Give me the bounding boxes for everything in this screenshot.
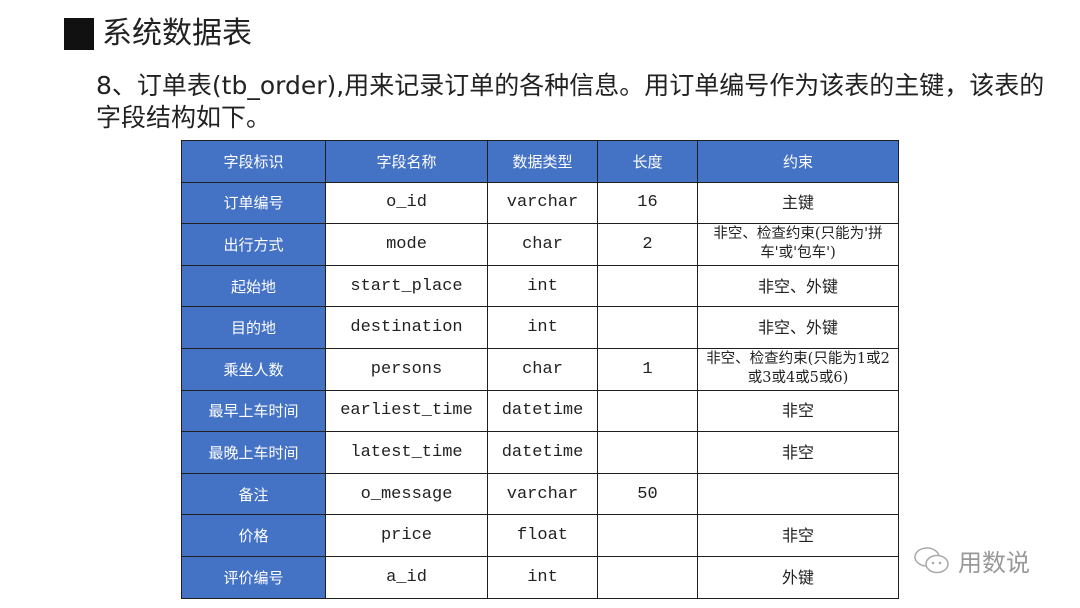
length-cell [597,389,698,433]
page-title: 系统数据表 [102,16,252,51]
table-row: 最晚上车时间 latest_time datetime 非空 [181,431,899,474]
field-id-cell: 目的地 [181,306,326,349]
column-header: 约束 [697,140,899,183]
table-row: 价格 price float 非空 [181,514,899,557]
field-id-cell: 最早上车时间 [181,389,326,433]
constraint-cell: 外键 [697,555,899,599]
column-header: 长度 [597,140,698,183]
field-id-cell: 订单编号 [181,181,326,225]
data-type-cell: datetime [487,431,598,474]
field-id-cell: 评价编号 [181,555,326,599]
constraint-cell: 非空 [697,389,899,433]
constraint-cell: 非空、外键 [697,264,899,308]
column-header: 字段标识 [181,140,326,183]
data-type-cell: int [487,264,598,308]
table-row: 最早上车时间 earliest_time datetime 非空 [181,389,899,433]
length-cell [597,431,698,474]
data-type-cell: varchar [487,472,598,516]
field-id-cell: 起始地 [181,264,326,308]
table-row: 备注 o_message varchar 50 [181,472,899,516]
table-row: 乘坐人数 persons char 1 非空、检查约束(只能为1或2或3或4或5或6) [181,347,899,391]
table-row: 起始地 start_place int 非空、外键 [181,264,899,308]
field-name-cell: earliest_time [325,389,488,433]
watermark: 用数说 [912,543,1030,578]
field-id-cell: 备注 [181,472,326,516]
field-id-cell: 出行方式 [181,223,326,266]
data-type-cell: char [487,347,598,391]
data-type-cell: datetime [487,389,598,433]
length-cell: 50 [597,472,698,516]
table-header-row: 字段标识 字段名称 数据类型 长度 约束 [181,140,899,183]
constraint-cell: 主键 [697,181,899,225]
data-type-cell: char [487,223,598,266]
heading-bullet [64,18,94,50]
data-type-cell: int [487,306,598,349]
column-header: 字段名称 [325,140,488,183]
length-cell [597,555,698,599]
field-name-cell: o_id [325,181,488,225]
table-row: 目的地 destination int 非空、外键 [181,306,899,349]
description: 8、订单表(tb_order),用来记录订单的各种信息。用订单编号作为该表的主键… [96,71,1045,132]
table-row: 订单编号 o_id varchar 16 主键 [181,181,899,225]
field-name-cell: mode [325,223,488,266]
column-header: 数据类型 [487,140,598,183]
table-row: 评价编号 a_id int 外键 [181,555,899,599]
field-id-cell: 乘坐人数 [181,347,326,391]
length-cell [597,514,698,557]
watermark-text: 用数说 [958,549,1030,577]
constraint-cell: 非空、检查约束(只能为'拼车'或'包车') [697,223,899,266]
field-name-cell: a_id [325,555,488,599]
field-name-cell: latest_time [325,431,488,474]
length-cell [597,264,698,308]
constraint-cell [697,472,899,516]
field-name-cell: destination [325,306,488,349]
constraint-cell: 非空 [697,431,899,474]
constraint-cell: 非空 [697,514,899,557]
length-cell [597,306,698,349]
field-table: 字段标识 字段名称 数据类型 长度 约束 订单编号 o_id varchar 16 主键 出行方式… [181,140,899,599]
length-cell: 2 [597,223,698,266]
field-name-cell: persons [325,347,488,391]
table-row: 出行方式 mode char 2 非空、检查约束(只能为'拼车'或'包车') [181,223,899,266]
constraint-cell: 非空、检查约束(只能为1或2或3或4或5或6) [697,347,899,391]
field-name-cell: start_place [325,264,488,308]
field-name-cell: price [325,514,488,557]
field-id-cell: 最晚上车时间 [181,431,326,474]
field-id-cell: 价格 [181,514,326,557]
data-type-cell: int [487,555,598,599]
field-name-cell: o_message [325,472,488,516]
data-type-cell: varchar [487,181,598,225]
length-cell: 16 [597,181,698,225]
wechat-icon [914,546,949,573]
length-cell: 1 [597,347,698,391]
data-type-cell: float [487,514,598,557]
constraint-cell: 非空、外键 [697,306,899,349]
